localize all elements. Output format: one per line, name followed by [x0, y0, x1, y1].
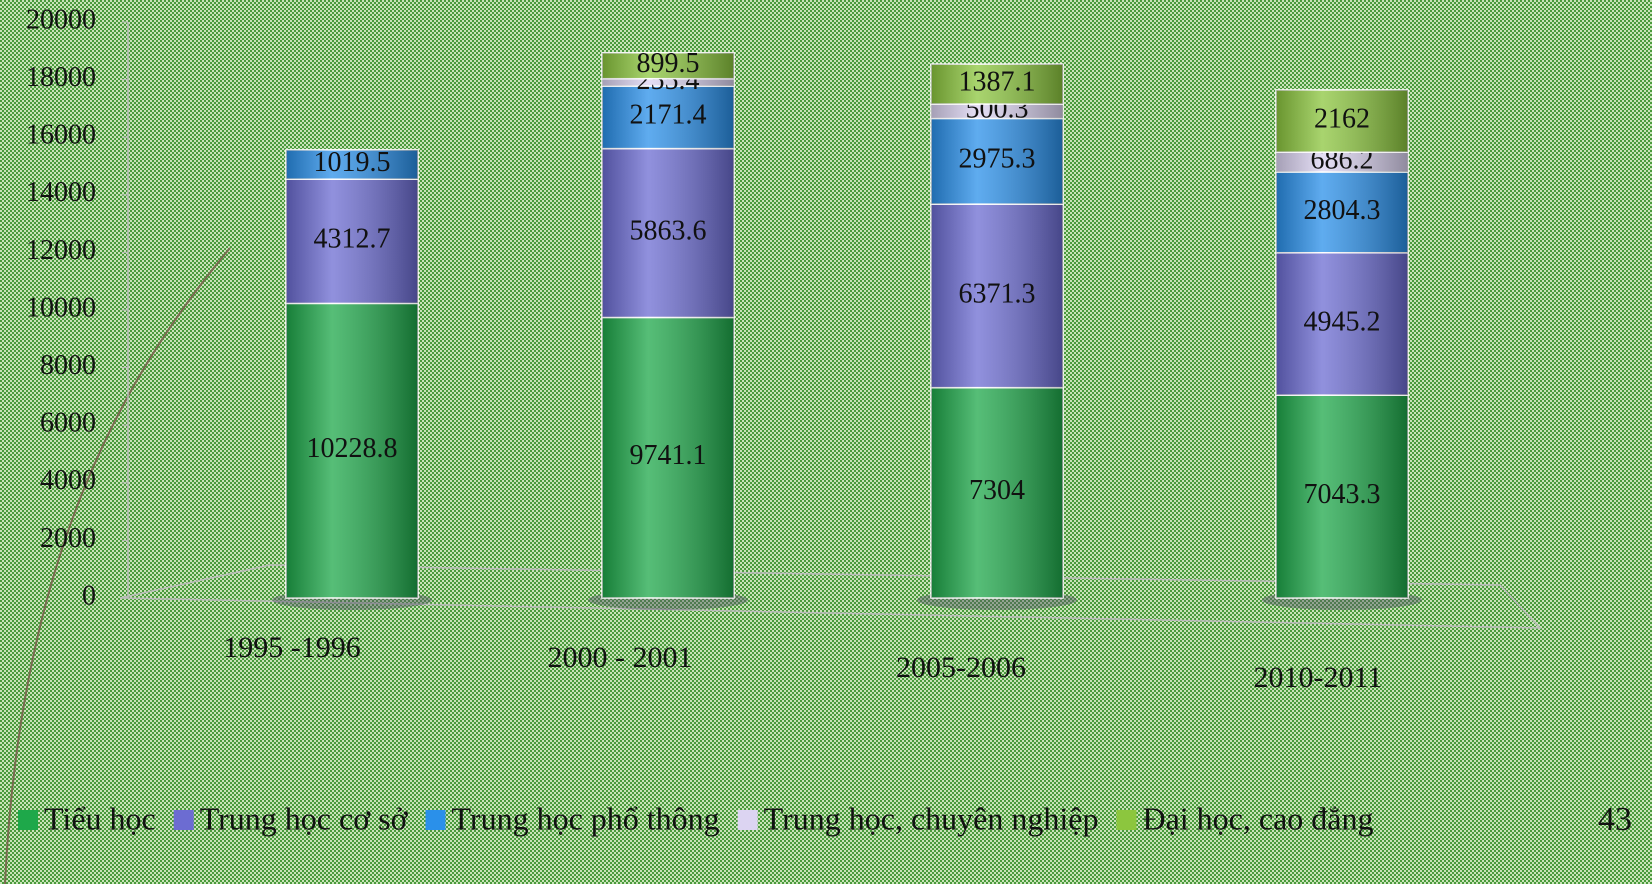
data-label: 4312.7: [314, 224, 391, 255]
y-tick-label: 20000: [26, 4, 96, 35]
legend-swatch: [737, 810, 758, 830]
legend-label: Trung học, chuyên nghiệp: [764, 800, 1099, 836]
data-label: 10228.8: [307, 433, 398, 464]
x-tick-label: 2005-2006: [896, 651, 1026, 684]
legend-swatch: [1116, 810, 1137, 830]
floor: [119, 564, 1542, 629]
data-label: 1387.1: [959, 67, 1036, 98]
data-label: 7304: [969, 475, 1025, 506]
legend-swatch: [173, 810, 194, 830]
page-number: 43: [1598, 801, 1632, 838]
y-tick-label: 16000: [26, 120, 96, 151]
x-tick-label: 2000 - 2001: [548, 641, 693, 674]
x-tick-label: 2010-2011: [1254, 661, 1383, 694]
data-label: 4945.2: [1304, 306, 1381, 337]
data-label: 899.5: [637, 48, 700, 79]
decoration: [4, 247, 231, 885]
y-tick-label: 10000: [26, 292, 96, 323]
data-label: 5863.6: [630, 215, 707, 246]
y-tick-label: 14000: [26, 177, 96, 208]
legend-label: Đại học, cao đẳng: [1142, 800, 1373, 836]
legend-label: Trung học phổ thông: [452, 800, 720, 836]
y-tick-label: 12000: [26, 235, 96, 266]
data-label: 9741.1: [630, 440, 707, 471]
data-label: 1019.5: [314, 147, 391, 178]
y-tick-label: 0: [82, 580, 96, 611]
x-tick-label: 1995 -1996: [223, 631, 361, 664]
y-tick-label: 8000: [40, 350, 96, 381]
data-label: 6371.3: [959, 278, 1036, 309]
y-tick-label: 6000: [40, 408, 96, 439]
y-tick-label: 4000: [40, 465, 96, 496]
y-tick-label: 18000: [26, 62, 96, 93]
data-label: 2162: [1314, 103, 1370, 134]
legend-swatch: [425, 810, 446, 830]
data-label: 2171.4: [630, 100, 707, 131]
legend-swatch: [18, 810, 38, 830]
data-label: 2804.3: [1304, 195, 1381, 226]
legend-label: Tiểu học: [44, 800, 156, 836]
data-label: 2975.3: [959, 144, 1036, 175]
y-tick-label: 2000: [40, 523, 96, 554]
data-label: 7043.3: [1304, 479, 1381, 510]
legend-label: Trung học cơ sở: [200, 800, 409, 836]
